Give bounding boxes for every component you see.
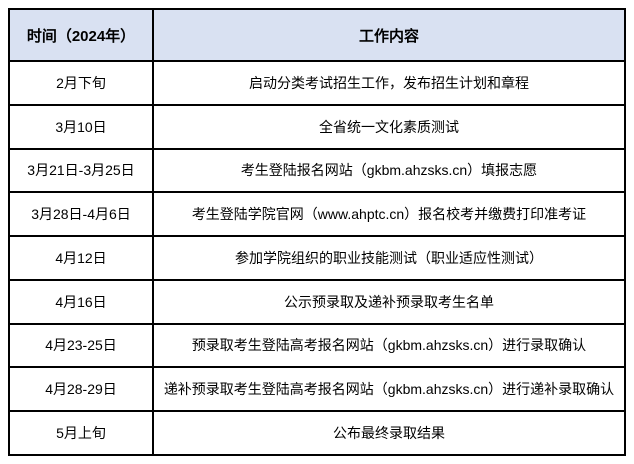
cell-content: 考生登陆报名网站（gkbm.ahzsks.cn）填报志愿 — [152, 147, 626, 194]
table-row: 5月上旬 公布最终录取结果 — [8, 410, 626, 456]
cell-time: 4月28-29日 — [8, 366, 154, 413]
schedule-table: 时间（2024年） 工作内容 2月下旬 启动分类考试招生工作，发布招生计划和章程… — [8, 8, 626, 456]
cell-content: 启动分类考试招生工作，发布招生计划和章程 — [152, 60, 626, 106]
cell-time: 3月10日 — [8, 103, 154, 150]
cell-time: 4月16日 — [8, 278, 154, 325]
table-row: 3月10日 全省统一文化素质测试 — [8, 103, 626, 150]
table-row: 4月12日 参加学院组织的职业技能测试（职业适应性测试） — [8, 235, 626, 281]
cell-content: 参加学院组织的职业技能测试（职业适应性测试） — [152, 235, 626, 281]
cell-time: 5月上旬 — [8, 410, 154, 456]
table-row: 2月下旬 启动分类考试招生工作，发布招生计划和章程 — [8, 60, 626, 106]
cell-time: 4月23-25日 — [8, 322, 154, 369]
cell-content: 公布最终录取结果 — [152, 410, 626, 456]
header-row: 时间（2024年） 工作内容 — [8, 8, 626, 62]
cell-content: 预录取考生登陆高考报名网站（gkbm.ahzsks.cn）进行录取确认 — [152, 322, 626, 369]
cell-content: 公示预录取及递补预录取考生名单 — [152, 278, 626, 325]
cell-time: 3月21日-3月25日 — [8, 147, 154, 194]
table-row: 3月28日-4月6日 考生登陆学院官网（www.ahptc.cn）报名校考并缴费… — [8, 191, 626, 238]
table-row: 4月23-25日 预录取考生登陆高考报名网站（gkbm.ahzsks.cn）进行… — [8, 322, 626, 369]
table-row: 4月28-29日 递补预录取考生登陆高考报名网站（gkbm.ahzsks.cn）… — [8, 366, 626, 413]
cell-content: 递补预录取考生登陆高考报名网站（gkbm.ahzsks.cn）进行递补录取确认 — [152, 366, 626, 413]
header-cell-content: 工作内容 — [152, 8, 626, 62]
cell-time: 2月下旬 — [8, 60, 154, 106]
table-row: 3月21日-3月25日 考生登陆报名网站（gkbm.ahzsks.cn）填报志愿 — [8, 147, 626, 194]
cell-content: 考生登陆学院官网（www.ahptc.cn）报名校考并缴费打印准考证 — [152, 191, 626, 238]
cell-content: 全省统一文化素质测试 — [152, 103, 626, 150]
cell-time: 3月28日-4月6日 — [8, 191, 154, 238]
table-row: 4月16日 公示预录取及递补预录取考生名单 — [8, 278, 626, 325]
cell-time: 4月12日 — [8, 235, 154, 281]
header-cell-time: 时间（2024年） — [8, 8, 154, 62]
